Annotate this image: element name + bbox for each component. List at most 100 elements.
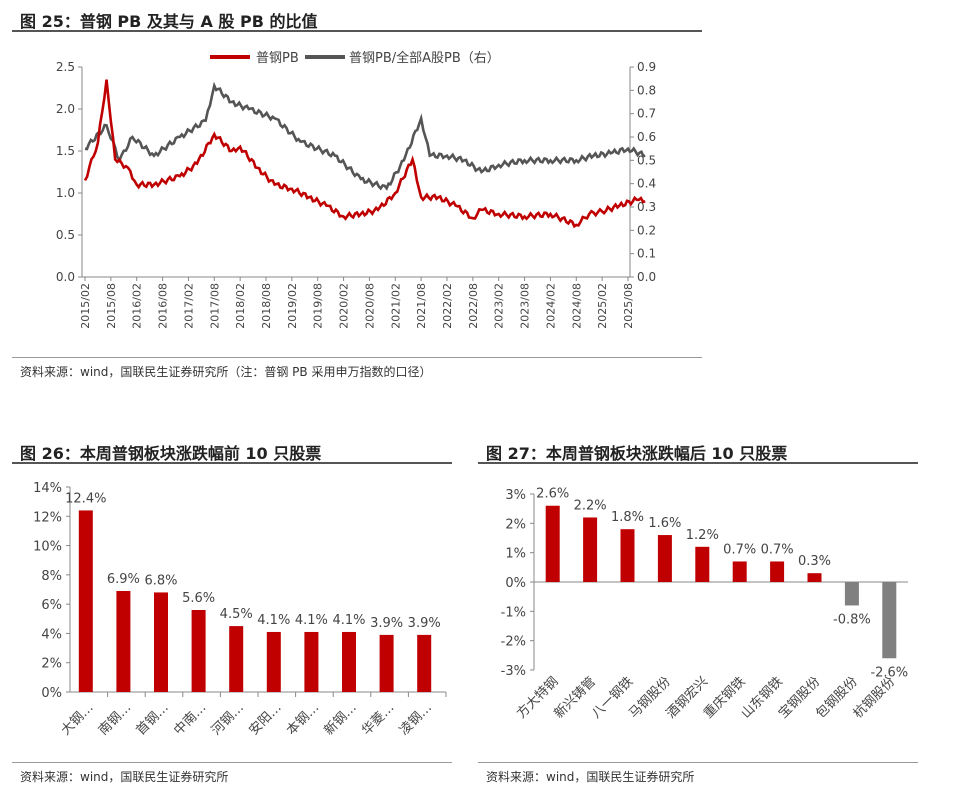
y-tick-label: 12% (33, 510, 62, 525)
bar (154, 592, 168, 692)
data-label: 2.6% (536, 487, 569, 502)
y-tick-label: 0% (505, 576, 526, 591)
x-tick-label: 2022/08 (467, 283, 480, 329)
chart26-source: 资料来源：wind，国联民生证券研究所 (20, 770, 229, 784)
data-label: 0.7% (723, 542, 756, 557)
x-tick-label: 2023/08 (519, 283, 532, 329)
y-tick-label: 2% (41, 657, 62, 672)
data-label: 6.9% (107, 572, 140, 587)
bar (732, 561, 747, 582)
bar (191, 610, 206, 692)
series-line-pb (83, 79, 646, 229)
x-tick-label: 华菱… (359, 700, 397, 738)
x-tick-label: 新钢… (321, 700, 360, 739)
bar (304, 631, 319, 692)
x-tick-label: 2018/08 (260, 283, 273, 329)
y-tick-label: 2.0 (56, 102, 75, 116)
legend-label-ratio: 普钢PB/全部A股PB（右） (349, 50, 500, 66)
x-tick-label: 河钢… (209, 700, 247, 738)
chart25-title: 图 25：普钢 PB 及其与 A 股 PB 的比值 (20, 12, 318, 31)
y-tick-label: 0% (41, 686, 62, 701)
y-tick-label: 8% (41, 569, 62, 584)
x-tick-label: 2025/02 (596, 283, 609, 329)
chart27-title: 图 27：本周普钢板块涨跌幅后 10 只股票 (486, 444, 788, 463)
x-tick-label: 2021/02 (389, 283, 402, 329)
bar (342, 631, 356, 692)
bar (657, 535, 672, 582)
y-tick-label: 4% (41, 627, 62, 642)
bar (770, 561, 785, 582)
bar (266, 631, 281, 692)
y-tick-label: -2% (501, 635, 526, 650)
chart27-source: 资料来源：wind，国联民生证券研究所 (486, 770, 695, 784)
x-tick-label: 南钢… (95, 700, 134, 739)
chart26-rule (12, 462, 452, 464)
data-label: 5.6% (182, 591, 215, 606)
data-label: 0.3% (798, 554, 831, 569)
y2-tick-label: 0.4 (637, 177, 656, 191)
x-tick-label: 2020/08 (363, 283, 376, 329)
y2-tick-label: 0.6 (637, 130, 656, 144)
data-label: 4.5% (220, 607, 253, 622)
chart25-rule (12, 30, 702, 32)
x-tick-label: 2015/08 (105, 283, 118, 329)
x-tick-label: 2015/02 (79, 283, 92, 329)
x-tick-label: 2020/02 (338, 283, 351, 329)
y-tick-label: -1% (501, 605, 526, 620)
chart27-rule (478, 462, 918, 464)
bar (116, 590, 131, 692)
bar (417, 634, 432, 692)
chart25-bottom-rule (12, 357, 702, 358)
y-tick-label: 0.5 (56, 228, 75, 242)
x-tick-label: 本钢… (284, 700, 322, 738)
x-tick-label: 2024/02 (544, 283, 557, 329)
series-line-ratio (84, 81, 646, 191)
data-label: 3.9% (370, 616, 403, 631)
y2-tick-label: 0.3 (637, 200, 656, 214)
chart25-source: 资料来源：wind，国联民生证券研究所（注：普钢 PB 采用申万指数的口径） (20, 365, 432, 379)
y-tick-label: 1.5 (56, 144, 75, 158)
x-tick-label: 2023/02 (493, 283, 506, 329)
bar (379, 634, 394, 692)
data-label: 0.7% (761, 542, 794, 557)
y2-tick-label: 0.1 (637, 247, 656, 261)
data-label: 1.6% (648, 516, 681, 531)
x-tick-label: 大钢… (58, 700, 96, 738)
y-tick-label: 3% (505, 488, 526, 503)
y-tick-label: 2% (505, 517, 526, 532)
chart26-title: 图 26：本周普钢板块涨跌幅前 10 只股票 (20, 444, 322, 463)
y-tick-label: 1% (505, 547, 526, 562)
data-label: -0.8% (833, 612, 871, 627)
x-tick-label: 安阳… (246, 700, 284, 738)
bar (545, 505, 560, 582)
data-label: 6.8% (144, 573, 177, 588)
y-tick-label: 1.0 (56, 186, 75, 200)
chart27-bottom-rule (478, 762, 918, 763)
data-label: 4.1% (332, 613, 365, 628)
bar (807, 573, 822, 582)
y2-tick-label: 0.9 (637, 60, 656, 74)
data-label: 2.2% (574, 498, 607, 513)
bar (844, 582, 859, 606)
y2-tick-label: 0.7 (637, 107, 656, 121)
x-tick-label: 首钢… (134, 700, 172, 738)
data-label: 1.2% (686, 528, 719, 543)
data-label: 4.1% (257, 613, 290, 628)
y-tick-label: 10% (33, 540, 62, 555)
x-tick-label: 中南… (171, 700, 210, 739)
y2-tick-label: 0.8 (637, 83, 656, 97)
x-tick-label: 2016/02 (131, 283, 144, 329)
x-tick-label: 2022/02 (441, 283, 454, 329)
x-tick-label: 凌钢… (397, 700, 435, 738)
x-tick-label: 2016/08 (157, 283, 170, 329)
y2-tick-label: 0.5 (637, 153, 656, 167)
chart26-bottom-rule (12, 762, 452, 763)
bar (620, 529, 635, 582)
bar (882, 582, 897, 659)
y2-tick-label: 0.0 (637, 270, 656, 284)
x-tick-label: 2019/02 (286, 283, 299, 329)
legend-label-pb: 普钢PB (256, 51, 299, 66)
y2-tick-label: 0.2 (637, 223, 656, 237)
x-tick-label: 2017/02 (182, 283, 195, 329)
